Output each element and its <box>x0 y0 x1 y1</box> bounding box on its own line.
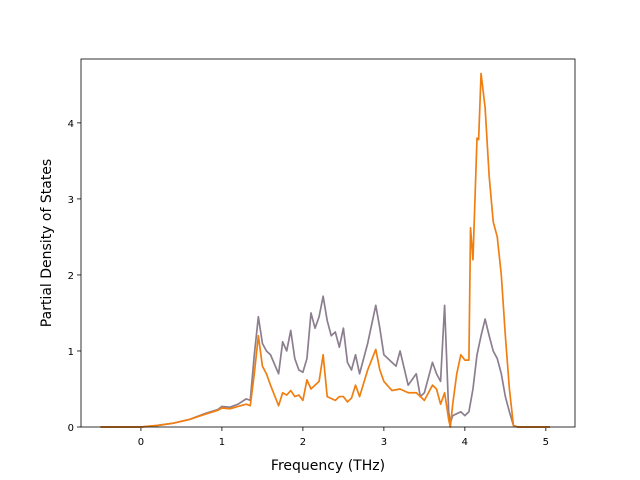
y-axis-label: Partial Density of States <box>39 159 55 327</box>
plot-frame <box>80 58 576 428</box>
x-tick-label: 2 <box>300 437 306 448</box>
x-tick-label: 3 <box>381 437 387 448</box>
x-tick-label: 5 <box>543 437 549 448</box>
y-tick-label: 0 <box>68 423 74 434</box>
x-tick-label: 1 <box>219 437 225 448</box>
series-line <box>100 295 550 428</box>
y-tick-label: 1 <box>68 347 74 358</box>
series-line <box>100 72 550 428</box>
y-tick-label: 3 <box>68 195 74 206</box>
y-tick-label: 4 <box>68 119 74 130</box>
x-axis-label: Frequency (THz) <box>271 458 385 474</box>
y-tick-label: 2 <box>68 271 74 282</box>
x-tick-label: 0 <box>138 437 144 448</box>
x-tick-label: 4 <box>462 437 468 448</box>
